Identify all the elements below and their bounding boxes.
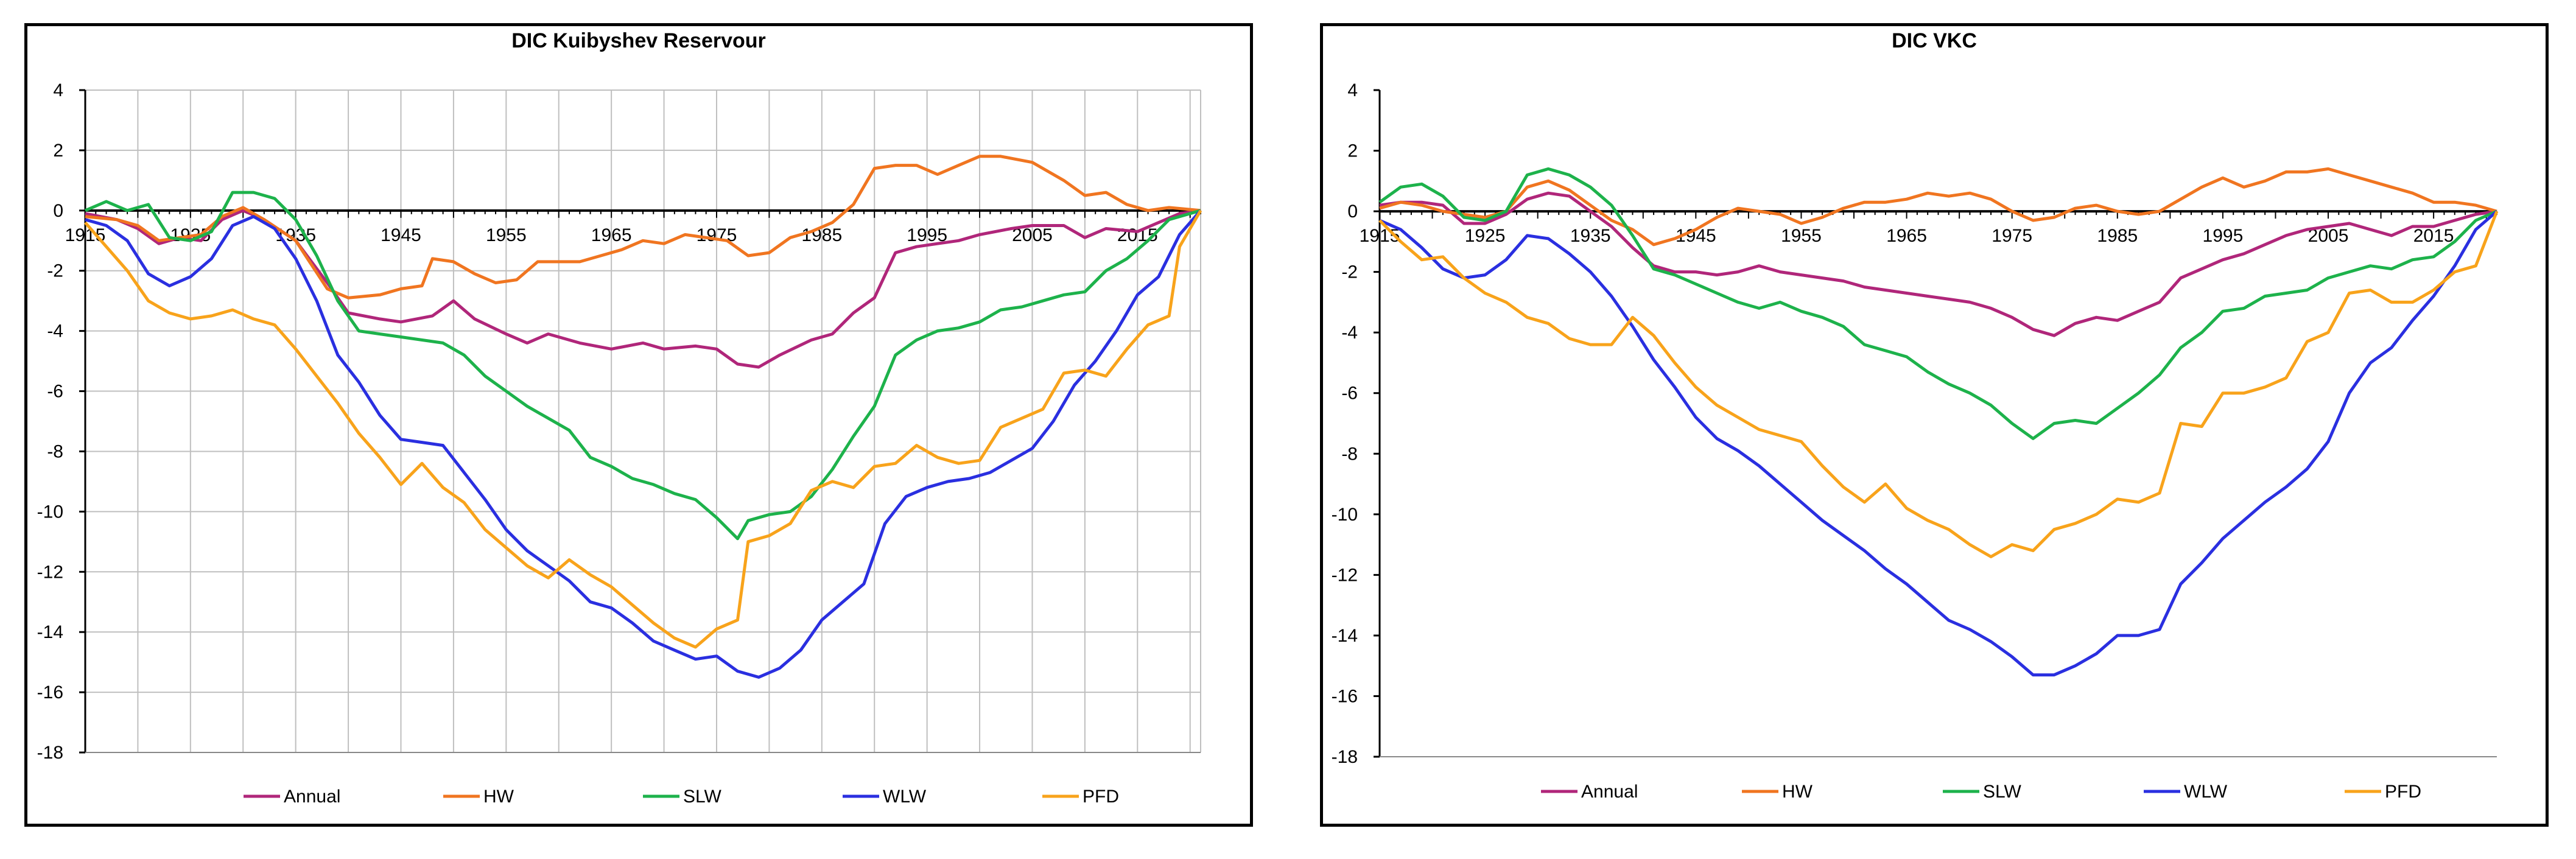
- vkc-y-tick-label: -8: [1341, 444, 1358, 464]
- vkc-y-tick-label: 4: [1347, 80, 1358, 100]
- vkc-series-slw: [1378, 167, 2497, 440]
- kuibyshev-x-tick-label: 1915: [65, 225, 106, 245]
- kuibyshev-legend-label-hw: HW: [483, 787, 514, 807]
- vkc-x-tick-label: 1965: [1886, 226, 1927, 246]
- vkc-x-tick-label: 1975: [1992, 226, 2032, 246]
- kuibyshev-y-tick-label: -16: [37, 682, 63, 703]
- kuibyshev-legend-label-slw: SLW: [683, 787, 721, 807]
- vkc-chart-title: DIC VKC: [1892, 29, 1977, 52]
- vkc-series-wlw: [1379, 210, 2498, 677]
- kuibyshev-y-tick-label: -8: [47, 441, 63, 461]
- vkc-series-annual: [1379, 191, 2497, 337]
- kuibyshev-x-tick-label: 1965: [591, 225, 632, 245]
- kuibyshev-legend-label-wlw: WLW: [883, 787, 927, 807]
- kuibyshev-y-tick-label: 0: [53, 201, 63, 221]
- kuibyshev-series-wlw: [85, 209, 1202, 679]
- kuibyshev-y-tick-label: -14: [37, 622, 63, 642]
- kuibyshev-y-tick-label: -4: [47, 321, 63, 342]
- vkc-legend-label-annual: Annual: [1581, 782, 1638, 802]
- vkc-x-tick-label: 1925: [1465, 226, 1506, 246]
- vkc-y-tick-label: -18: [1332, 747, 1358, 767]
- kuibyshev-legend-label-pfd: PFD: [1083, 787, 1119, 807]
- vkc-x-tick-label: 1955: [1781, 226, 1822, 246]
- vkc-x-tick-label: 2015: [2413, 226, 2454, 246]
- kuibyshev-y-tick-label: -10: [37, 502, 63, 522]
- kuibyshev-series-hw: [85, 155, 1201, 300]
- kuibyshev-y-tick-label: -2: [47, 261, 63, 281]
- vkc-x-tick-label: 1985: [2097, 226, 2138, 246]
- chart-kuibyshev: DIC Kuibyshev Reservour 4 2 0 -2 -4 -6 -8 -10 -12…: [37, 29, 1202, 807]
- kuibyshev-x-tick-label: 1955: [486, 225, 527, 245]
- vkc-x-tick-label: 1995: [2203, 226, 2244, 246]
- kuibyshev-legend-label-annual: Annual: [284, 787, 340, 807]
- vkc-legend-label-hw: HW: [1782, 782, 1813, 802]
- kuibyshev-y-tick-label: -18: [37, 743, 63, 763]
- vkc-y-tick-label: -16: [1332, 686, 1358, 706]
- kuibyshev-y-tick-label: -12: [37, 562, 63, 582]
- kuibyshev-x-tick-label: 1945: [381, 225, 421, 245]
- kuibyshev-series-slw: [85, 191, 1201, 541]
- vkc-series-hw: [1379, 167, 2497, 247]
- vkc-y-tick-label: -6: [1341, 384, 1358, 404]
- kuibyshev-y-tick-label: 2: [53, 141, 63, 161]
- chart-panel-vkc: DIC VKC 4 2 0 -2 -4 -6 -8 -10 -12 -14 -16 -18 1915 192…: [1320, 23, 2549, 827]
- kuibyshev-y-tick-label: 4: [53, 80, 63, 100]
- vkc-legend-label-pfd: PFD: [2385, 782, 2421, 802]
- vkc-y-tick-label: -2: [1341, 262, 1358, 282]
- vkc-series-pfd: [1378, 211, 2499, 558]
- vkc-y-tick-label: -12: [1332, 565, 1358, 585]
- kuibyshev-series-pfd: [84, 209, 1202, 649]
- vkc-y-tick-label: 0: [1347, 202, 1358, 222]
- vkc-x-tick-label: 1935: [1570, 226, 1611, 246]
- kuibyshev-chart-title: DIC Kuibyshev Reservour: [511, 29, 766, 52]
- vkc-y-tick-label: -14: [1332, 626, 1358, 646]
- kuibyshev-x-tick-label: 2015: [1117, 225, 1158, 245]
- vkc-y-tick-label: -10: [1332, 505, 1358, 525]
- vkc-legend-label-slw: SLW: [1983, 782, 2021, 802]
- vkc-y-tick-label: -4: [1341, 323, 1358, 343]
- chart-panel-kuibyshev: DIC Kuibyshev Reservour 4 2 0 -2 -4 -6 -8 -10 -12…: [24, 23, 1253, 827]
- vkc-y-tick-label: 2: [1347, 141, 1358, 161]
- vkc-legend-label-wlw: WLW: [2184, 782, 2228, 802]
- kuibyshev-y-tick-label: -6: [47, 382, 63, 402]
